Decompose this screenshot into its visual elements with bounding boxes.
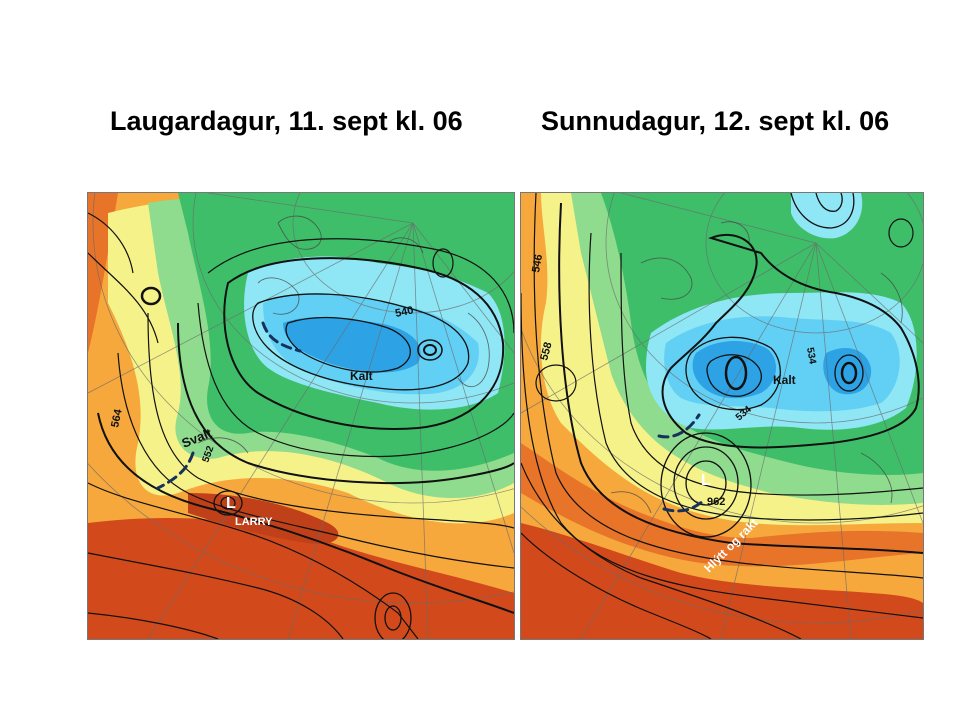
- contour-label-558: 558: [538, 341, 554, 362]
- contour-label-564: 564: [109, 407, 125, 428]
- panel-title-saturday: Laugardagur, 11. sept kl. 06: [110, 106, 463, 136]
- map-panel-saturday: 540 564 552 Kalt Svalt L LARRY: [87, 192, 515, 640]
- label-storm-name: LARRY: [235, 516, 273, 528]
- trough-line-north: [261, 321, 302, 353]
- cold-core: [283, 317, 421, 373]
- map-panel-sunday: 546 558 534 534 Kalt L 962 Hlýtt og rakt: [520, 192, 924, 640]
- label-low: L: [226, 495, 236, 512]
- label-pressure: 962: [707, 496, 725, 508]
- trough-line-south: [662, 499, 705, 513]
- coastlines: [610, 221, 903, 514]
- cold-core-east: [823, 348, 872, 395]
- label-cold: Kalt: [773, 373, 796, 387]
- warm-band: [521, 443, 923, 567]
- label-low: L: [701, 472, 711, 489]
- coastlines: [197, 215, 490, 454]
- trough-line-north: [657, 413, 701, 439]
- label-cold: Kalt: [350, 369, 373, 383]
- contour-label-540: 540: [394, 304, 414, 320]
- weather-map-saturday: 540 564 552 Kalt Svalt L LARRY: [88, 193, 514, 639]
- contours: [88, 212, 514, 639]
- hot-zone-south: [521, 523, 923, 639]
- cold-core-west: [692, 341, 777, 399]
- hot-zone-south: [88, 518, 514, 639]
- contours: [521, 193, 923, 639]
- trough-line-south: [156, 451, 195, 490]
- panel-title-sunday: Sunnudagur, 12. sept kl. 06: [541, 106, 890, 136]
- weather-map-sunday: 546 558 534 534 Kalt L 962 Hlýtt og rakt: [521, 193, 923, 639]
- graticule: [88, 193, 514, 639]
- cyan-zone-north: [791, 193, 863, 239]
- contour-label-546: 546: [530, 253, 545, 273]
- graticule: [521, 193, 923, 639]
- contour-label-534-east: 534: [804, 347, 818, 366]
